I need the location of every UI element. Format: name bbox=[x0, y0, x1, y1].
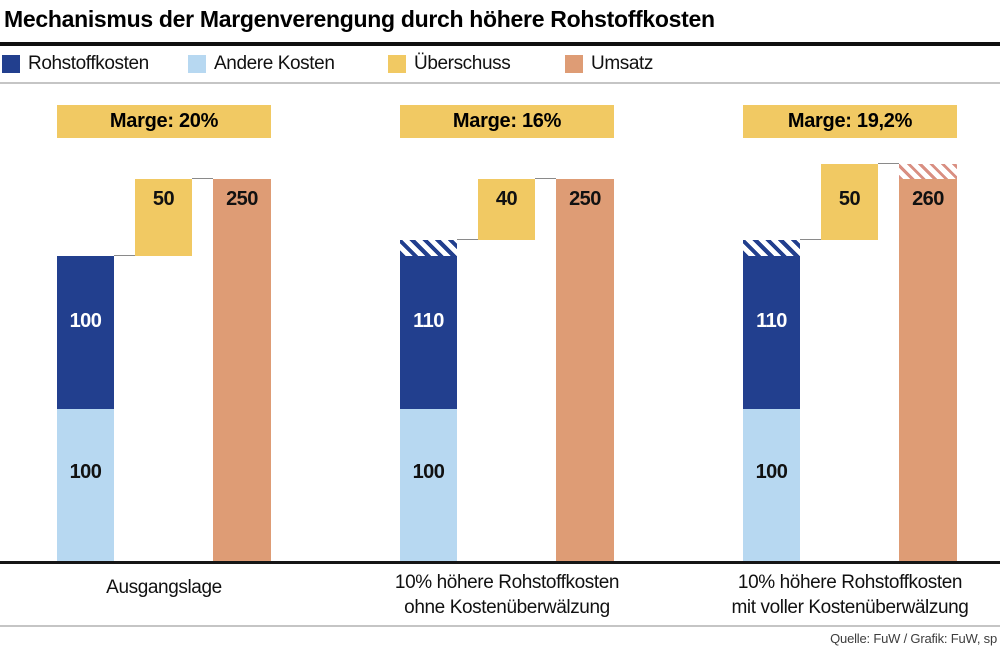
g3-umsatz-value: 260 bbox=[912, 188, 944, 210]
g2-connector-surplus-to-umsatz bbox=[535, 178, 556, 179]
g3-rohstoffkosten-bar bbox=[743, 256, 800, 409]
legend-item-umsatz: Umsatz bbox=[565, 53, 653, 74]
g1-andere-kosten-bar bbox=[57, 409, 114, 562]
legend-item-ueberschuss: Überschuss bbox=[388, 53, 511, 74]
g3-connector-costs-to-surplus bbox=[800, 239, 821, 240]
g2-umsatz-value: 250 bbox=[569, 188, 601, 210]
g3-rohstoffkosten-increase-hatch bbox=[743, 240, 800, 256]
g3-connector-surplus-to-umsatz bbox=[878, 163, 899, 164]
g1-andere-kosten-value: 100 bbox=[69, 461, 102, 483]
g2-ueberschuss-bar bbox=[478, 179, 535, 240]
title-divider bbox=[0, 42, 1000, 46]
g2-andere-kosten-bar bbox=[400, 409, 457, 562]
g3-category-line2: mit voller Kostenüberwälzung bbox=[731, 597, 969, 618]
chart-title: Mechanismus der Margenverengung durch hö… bbox=[4, 6, 715, 32]
g2-umsatz-bar bbox=[556, 179, 614, 562]
g3-andere-kosten-value: 100 bbox=[755, 461, 788, 483]
g1-umsatz-value: 250 bbox=[226, 188, 258, 210]
g3-ueberschuss-bar bbox=[821, 164, 878, 240]
legend-item-rohstoffkosten: Rohstoffkosten bbox=[2, 53, 149, 74]
footer-divider bbox=[0, 625, 1000, 627]
rohstoffkosten-swatch-icon bbox=[2, 55, 20, 73]
g2-connector-costs-to-surplus bbox=[457, 239, 478, 240]
g1-category-label: Ausgangslage bbox=[14, 575, 314, 600]
g2-category-line2: ohne Kostenüberwälzung bbox=[404, 597, 610, 618]
g3-category-label: 10% höhere Rohstoffkosten mit voller Kos… bbox=[700, 570, 1000, 620]
ueberschuss-swatch-icon bbox=[388, 55, 406, 73]
g2-ueberschuss-value: 40 bbox=[495, 188, 518, 210]
umsatz-swatch-icon bbox=[565, 55, 583, 73]
g2-category-line1: 10% höhere Rohstoffkosten bbox=[394, 572, 620, 593]
g3-ueberschuss-value: 50 bbox=[838, 188, 861, 210]
x-axis-baseline bbox=[0, 561, 1000, 564]
g1-rohstoffkosten-value: 100 bbox=[69, 310, 102, 332]
g1-umsatz-bar bbox=[213, 179, 271, 562]
g2-marge-banner: Marge: 16% bbox=[400, 105, 614, 138]
legend-label: Andere Kosten bbox=[214, 53, 335, 74]
g1-marge-banner: Marge: 20% bbox=[57, 105, 271, 138]
g3-marge-banner: Marge: 19,2% bbox=[743, 105, 957, 138]
source-credit: Quelle: FuW / Grafik: FuW, sp bbox=[830, 631, 997, 646]
g3-category-line1: 10% höhere Rohstoffkosten bbox=[737, 572, 963, 593]
andere-kosten-swatch-icon bbox=[188, 55, 206, 73]
g2-rohstoffkosten-increase-hatch bbox=[400, 240, 457, 256]
g1-connector-surplus-to-umsatz bbox=[192, 178, 213, 179]
g3-umsatz-bar bbox=[899, 179, 957, 562]
g1-connector-costs-to-surplus bbox=[114, 255, 135, 256]
legend-item-andere-kosten: Andere Kosten bbox=[188, 53, 335, 74]
g2-rohstoffkosten-bar bbox=[400, 256, 457, 409]
g1-ueberschuss-bar bbox=[135, 179, 192, 256]
legend-divider bbox=[0, 82, 1000, 84]
legend-label: Rohstoffkosten bbox=[28, 53, 149, 74]
g1-rohstoffkosten-bar bbox=[57, 256, 114, 409]
g2-andere-kosten-value: 100 bbox=[412, 461, 445, 483]
g3-andere-kosten-bar bbox=[743, 409, 800, 562]
g1-ueberschuss-value: 50 bbox=[152, 188, 175, 210]
g2-rohstoffkosten-value: 110 bbox=[413, 310, 444, 332]
g2-category-label: 10% höhere Rohstoffkosten ohne Kostenübe… bbox=[357, 570, 657, 620]
g1-category-line1: Ausgangslage bbox=[106, 577, 222, 598]
g3-rohstoffkosten-value: 110 bbox=[756, 310, 787, 332]
legend-label: Umsatz bbox=[591, 53, 653, 74]
legend-label: Überschuss bbox=[414, 53, 511, 74]
g3-umsatz-increase-hatch bbox=[899, 164, 957, 179]
